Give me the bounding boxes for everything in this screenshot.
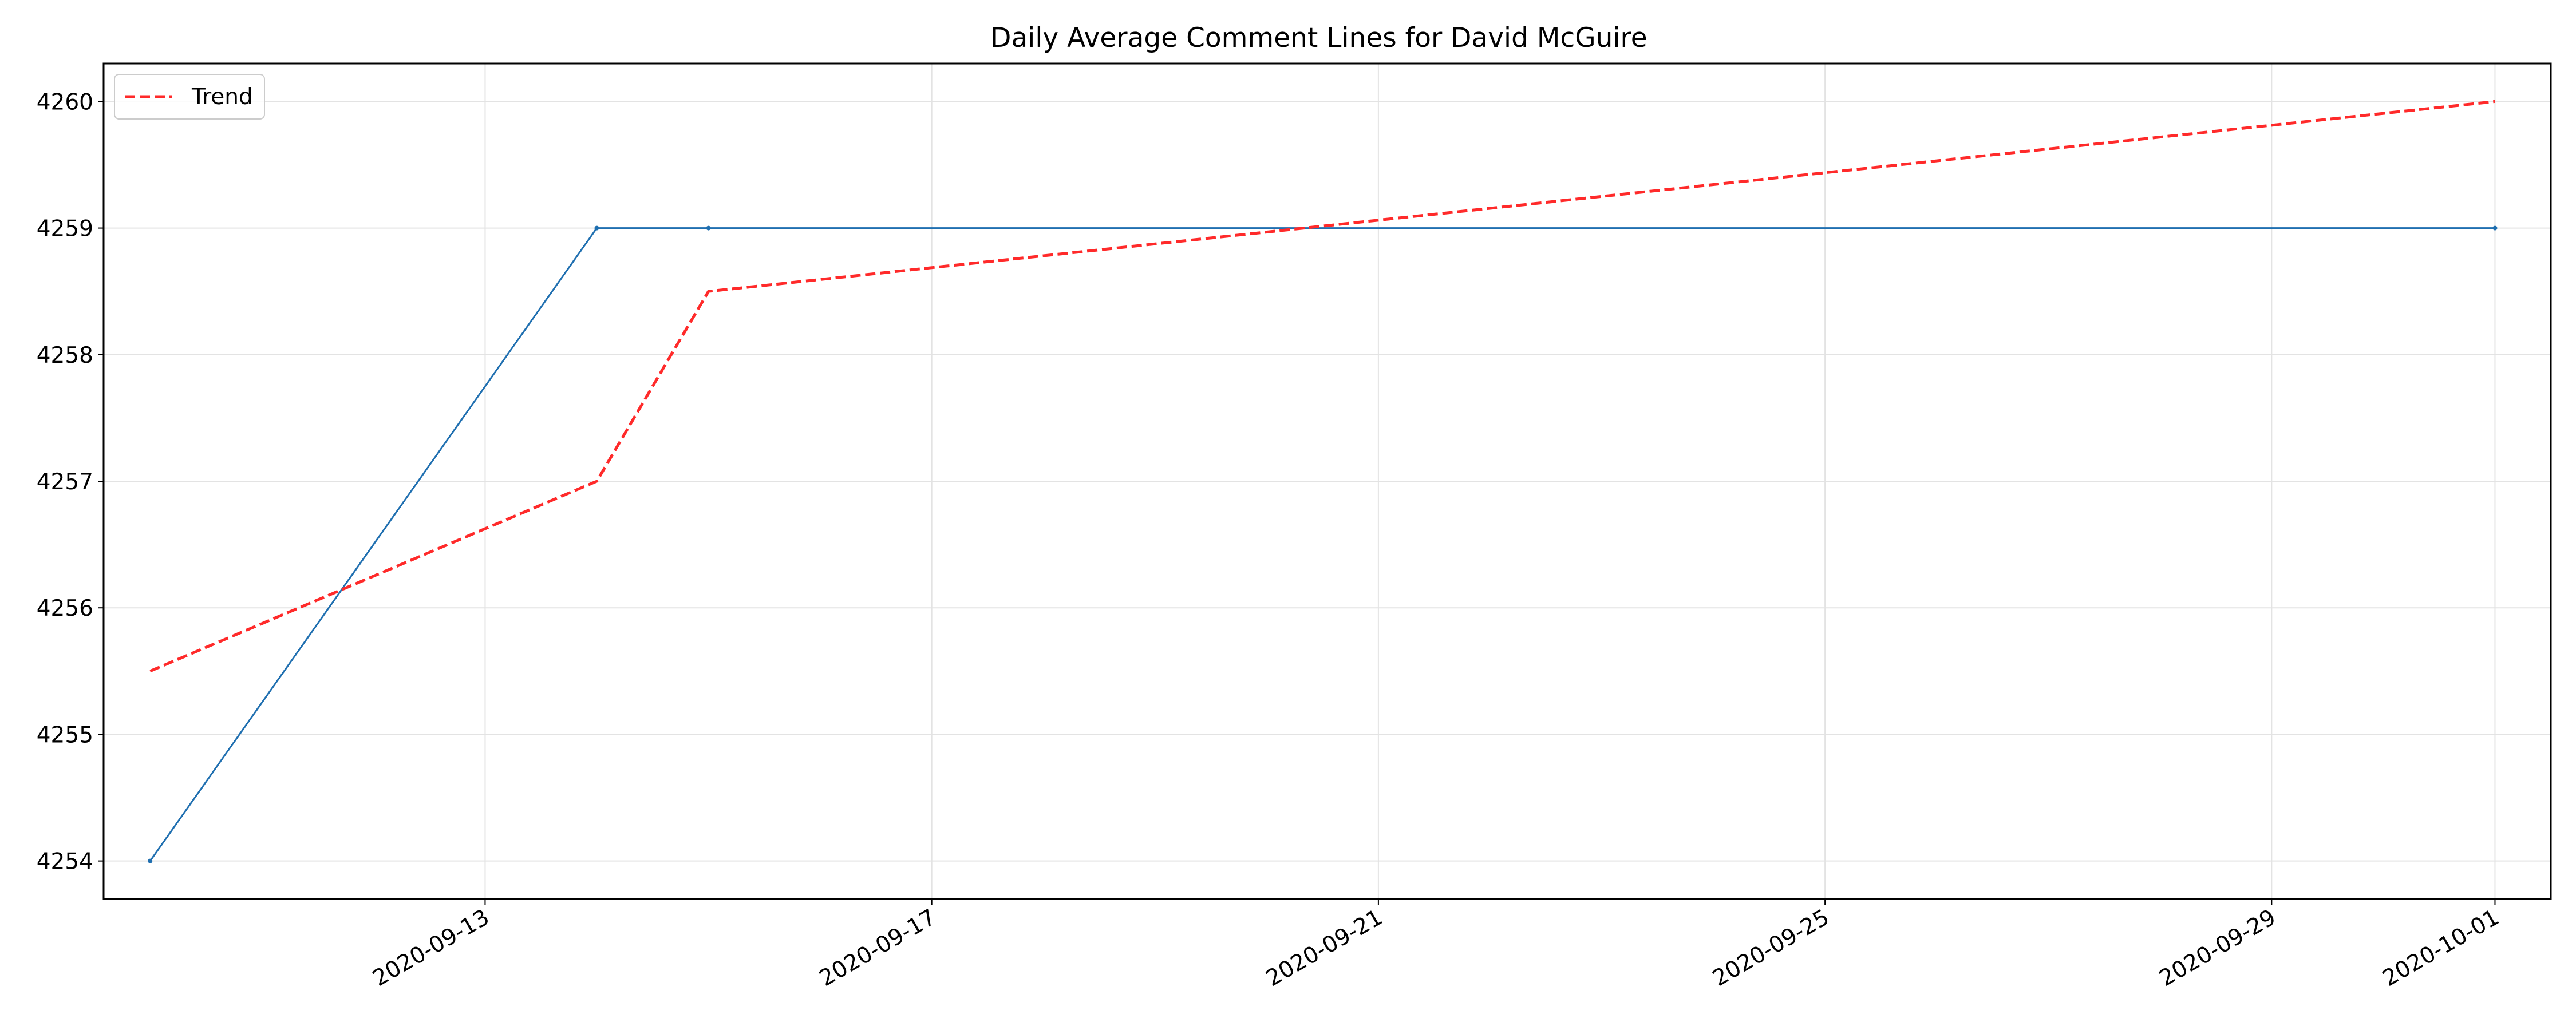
x-tick-label: 2020-09-29 — [2155, 905, 2281, 992]
x-tick-label: 2020-09-25 — [1708, 905, 1834, 992]
data-point — [2492, 225, 2498, 231]
legend-box — [114, 74, 265, 120]
series-line-1 — [149, 227, 2495, 862]
plot-area — [148, 100, 2498, 863]
x-tick-label: 2020-10-01 — [2379, 905, 2504, 992]
data-point — [148, 858, 153, 863]
data-point — [706, 225, 711, 231]
x-tick-label: 2020-09-17 — [815, 905, 941, 992]
y-tick-label: 4260 — [37, 89, 93, 115]
y-tick-label: 4256 — [37, 596, 93, 621]
y-tick-label: 4258 — [37, 343, 93, 369]
y-tick-label: 4257 — [37, 469, 93, 495]
data-point — [594, 225, 599, 231]
x-axis: 2020-09-13 2020-09-17 2020-09-21 2020-09-25… — [369, 899, 2504, 992]
y-tick-label: 4255 — [37, 722, 93, 748]
y-tick-label: 4259 — [37, 216, 93, 242]
x-tick-label: 2020-09-21 — [1262, 905, 1387, 992]
y-tick-label: 4254 — [37, 849, 93, 875]
series-line-2 — [149, 100, 2495, 673]
chart-title: Daily Average Comment Lines for David Mc… — [990, 22, 1647, 54]
x-tick-label: 2020-09-13 — [369, 905, 494, 992]
grid-lines — [104, 64, 2551, 899]
y-axis: 4254 4255 4256 4257 4258 4259 4260 — [37, 89, 104, 875]
legend: Trend — [114, 74, 265, 120]
legend-label: Trend — [191, 84, 253, 110]
